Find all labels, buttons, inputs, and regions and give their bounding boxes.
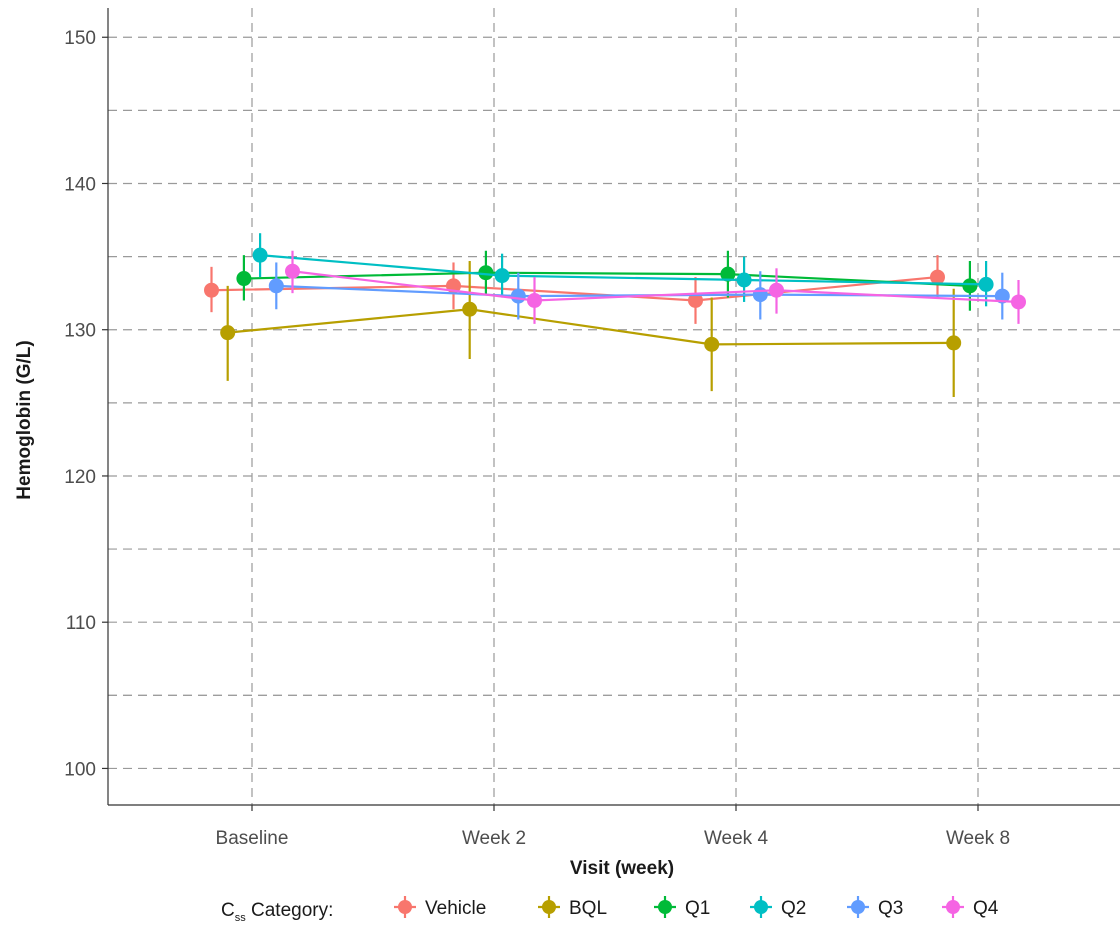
legend-title: Css Category:	[221, 900, 333, 924]
legend-title-main: C	[221, 900, 235, 921]
data-point	[236, 271, 252, 287]
data-point	[462, 301, 478, 317]
data-point	[930, 269, 945, 285]
legend-label: Q4	[973, 898, 999, 919]
data-point	[946, 335, 962, 351]
data-point	[720, 266, 736, 282]
y-tick-label: 120	[64, 467, 96, 488]
y-tick-label: 140	[64, 174, 96, 195]
x-tick-label: Week 2	[462, 828, 526, 849]
series-bql	[220, 260, 962, 397]
x-tick-label: Baseline	[216, 828, 289, 849]
legend-key-point	[946, 900, 960, 914]
y-axis-title: Hemoglobin (G/L)	[14, 340, 35, 499]
data-point	[494, 268, 510, 284]
series-q2	[252, 233, 994, 307]
data-point	[978, 276, 994, 292]
x-axis-title: Visit (week)	[570, 858, 674, 879]
legend-items: Vehicle BQL Q1 Q2 Q3 Q4	[394, 896, 999, 919]
data-point	[204, 282, 219, 298]
series-line	[243, 271, 970, 287]
legend-key-point	[851, 900, 865, 914]
legend-label: Q2	[781, 898, 806, 919]
x-tick-label: Week 4	[704, 828, 769, 849]
legend-key-point	[542, 900, 556, 914]
data-point	[1011, 294, 1026, 310]
data-point	[736, 272, 752, 288]
data-point	[752, 287, 768, 303]
data-point	[994, 288, 1010, 304]
series-q4	[285, 250, 1026, 324]
data-point	[285, 263, 300, 279]
data-point	[510, 288, 526, 304]
data-point	[527, 292, 542, 308]
y-tick-label: 150	[64, 28, 96, 49]
legend-label: BQL	[569, 898, 607, 919]
tick-labels: 100 110 120 130 140 150 Baseline Week 2 Week 4 We…	[64, 28, 1010, 849]
axes	[102, 8, 1120, 811]
grid-lines	[108, 8, 1120, 805]
series-q3	[268, 262, 1010, 320]
data-point	[962, 278, 978, 294]
series-line	[260, 254, 987, 286]
data-point	[688, 292, 703, 308]
legend-item-q1: Q1	[654, 896, 710, 919]
legend-title-rest: Category:	[246, 900, 334, 921]
legend-key-point	[754, 900, 768, 914]
data-point	[252, 247, 268, 263]
data-point	[704, 336, 720, 352]
legend-key-point	[658, 900, 672, 914]
legend-item-q3: Q3	[847, 896, 903, 919]
legend-label: Q3	[878, 898, 903, 919]
legend-key-point	[398, 900, 412, 914]
series-vehicle	[204, 255, 945, 324]
series-line	[227, 308, 954, 346]
y-tick-label: 130	[64, 321, 96, 342]
data-point	[769, 282, 784, 298]
data-series	[204, 233, 1026, 397]
legend-title-subscript: ss	[235, 912, 247, 924]
data-point	[268, 278, 284, 294]
y-tick-label: 100	[64, 759, 96, 780]
data-point	[478, 265, 494, 281]
legend-item-vehicle: Vehicle	[394, 896, 486, 919]
y-tick-label: 110	[66, 613, 96, 634]
series-q1	[236, 250, 978, 311]
legend-label: Vehicle	[425, 898, 486, 919]
legend-label: Q1	[685, 898, 710, 919]
legend-item-q2: Q2	[750, 896, 806, 919]
data-point	[220, 325, 236, 341]
series-line	[292, 270, 1019, 304]
legend-item-q4: Q4	[942, 896, 999, 919]
x-tick-label: Week 8	[946, 828, 1010, 849]
legend: Css Category: Vehicle BQL Q1 Q2 Q3 Q4	[221, 896, 999, 924]
legend-item-bql: BQL	[538, 896, 607, 919]
